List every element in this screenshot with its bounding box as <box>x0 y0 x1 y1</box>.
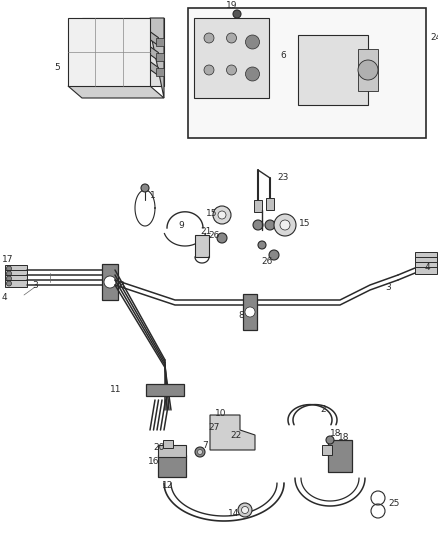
Text: 3: 3 <box>385 284 391 293</box>
Text: 8: 8 <box>238 311 244 320</box>
Bar <box>415 267 437 274</box>
Text: 26: 26 <box>208 231 219 240</box>
Bar <box>5 275 27 282</box>
Text: 7: 7 <box>202 441 208 450</box>
Polygon shape <box>150 31 159 46</box>
Polygon shape <box>82 18 164 86</box>
Ellipse shape <box>287 35 309 105</box>
Text: 12: 12 <box>162 481 173 490</box>
Circle shape <box>7 271 11 276</box>
Bar <box>5 265 27 272</box>
Text: 27: 27 <box>208 424 219 432</box>
Circle shape <box>253 220 263 230</box>
Text: 8: 8 <box>118 280 124 289</box>
Text: 18: 18 <box>338 433 350 442</box>
Bar <box>415 262 437 269</box>
Circle shape <box>198 449 202 455</box>
Ellipse shape <box>357 35 379 105</box>
Bar <box>146 384 184 396</box>
Text: 4: 4 <box>2 294 7 303</box>
Circle shape <box>274 214 296 236</box>
Circle shape <box>218 211 226 219</box>
Polygon shape <box>150 18 164 98</box>
Bar <box>188 8 426 138</box>
Bar <box>254 200 262 212</box>
Circle shape <box>258 241 266 249</box>
Circle shape <box>246 67 259 81</box>
Text: 16: 16 <box>148 457 159 466</box>
Circle shape <box>226 33 237 43</box>
Circle shape <box>7 276 11 281</box>
Circle shape <box>358 60 378 80</box>
Text: 17: 17 <box>2 255 14 264</box>
Bar <box>156 38 164 46</box>
Circle shape <box>104 276 116 288</box>
Circle shape <box>246 35 259 49</box>
Bar <box>68 18 150 86</box>
Bar <box>358 49 378 91</box>
Text: 9: 9 <box>178 221 184 230</box>
Bar <box>266 198 274 210</box>
Text: 20: 20 <box>153 442 164 451</box>
Bar <box>195 235 209 257</box>
Bar <box>102 264 118 300</box>
Text: 15: 15 <box>206 208 218 217</box>
Bar <box>156 53 164 61</box>
Bar <box>158 455 186 477</box>
Text: 21: 21 <box>200 228 212 237</box>
Circle shape <box>280 220 290 230</box>
Polygon shape <box>68 86 164 98</box>
Bar <box>5 280 27 287</box>
Polygon shape <box>150 61 159 76</box>
Text: 3: 3 <box>32 280 38 289</box>
Text: 11: 11 <box>110 385 121 394</box>
Text: 19: 19 <box>226 1 237 10</box>
Circle shape <box>245 307 255 317</box>
Polygon shape <box>269 18 277 105</box>
Circle shape <box>265 220 275 230</box>
Text: 23: 23 <box>277 174 288 182</box>
Circle shape <box>7 281 11 286</box>
Text: 25: 25 <box>388 498 399 507</box>
Polygon shape <box>150 46 159 61</box>
Text: 6: 6 <box>280 51 286 60</box>
Bar <box>322 445 332 455</box>
Text: 10: 10 <box>215 408 226 417</box>
Text: 18: 18 <box>330 430 342 439</box>
Circle shape <box>238 503 252 517</box>
Bar <box>328 440 352 472</box>
Bar <box>5 270 27 277</box>
Text: 24: 24 <box>430 34 438 43</box>
Text: 2: 2 <box>320 406 325 415</box>
Circle shape <box>204 33 214 43</box>
Polygon shape <box>194 98 277 105</box>
Bar <box>194 18 269 98</box>
Circle shape <box>213 206 231 224</box>
Bar <box>415 252 437 259</box>
Circle shape <box>217 233 227 243</box>
Circle shape <box>269 250 279 260</box>
Circle shape <box>141 184 149 192</box>
Circle shape <box>204 65 214 75</box>
Circle shape <box>326 436 334 444</box>
Text: 14: 14 <box>228 510 240 519</box>
Text: 22: 22 <box>230 431 241 440</box>
Bar <box>298 35 368 105</box>
Bar <box>156 68 164 76</box>
Text: 5: 5 <box>54 63 60 72</box>
Text: 26: 26 <box>261 257 272 266</box>
Polygon shape <box>210 415 255 450</box>
Circle shape <box>241 506 248 513</box>
Circle shape <box>195 447 205 457</box>
Circle shape <box>226 65 237 75</box>
Text: 1: 1 <box>150 190 156 199</box>
Text: 4: 4 <box>425 263 431 272</box>
Circle shape <box>233 10 241 18</box>
Text: 15: 15 <box>299 219 311 228</box>
Bar <box>163 440 173 448</box>
Bar <box>158 445 186 457</box>
Circle shape <box>7 266 11 271</box>
Bar <box>415 257 437 264</box>
Bar <box>243 294 257 330</box>
